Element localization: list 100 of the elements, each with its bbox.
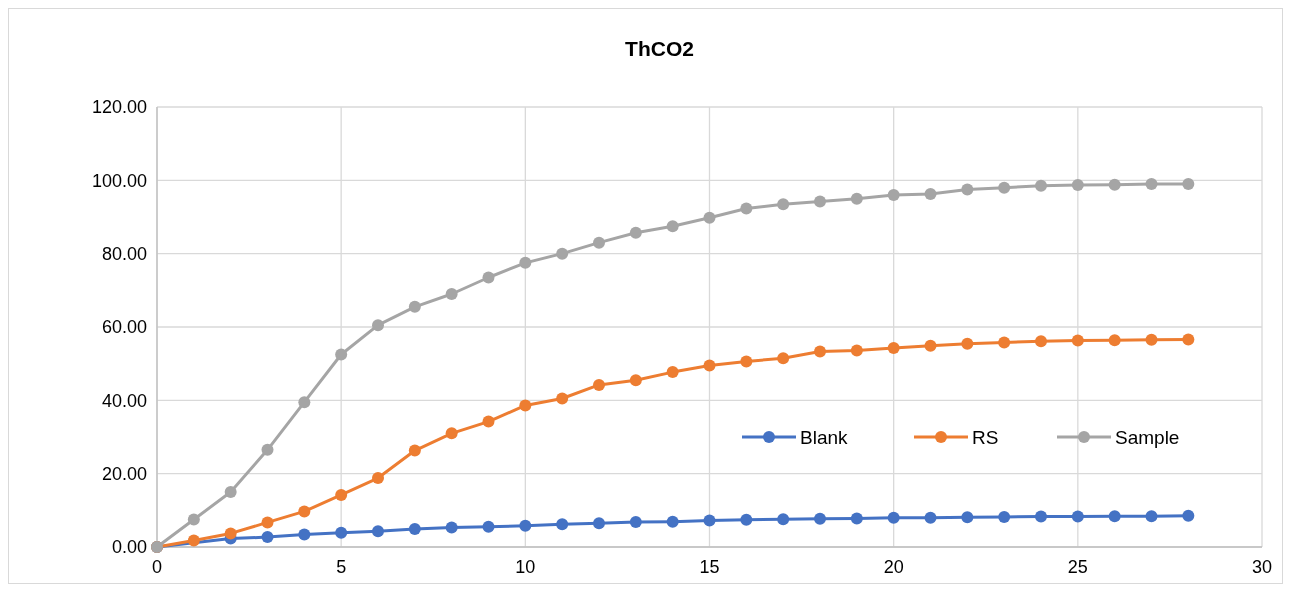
point [629, 226, 642, 239]
point [777, 198, 790, 211]
point [482, 520, 495, 533]
point [187, 513, 200, 526]
point [961, 511, 974, 524]
point [372, 319, 384, 332]
point [372, 472, 384, 485]
point [593, 378, 605, 391]
point [445, 427, 458, 440]
point [224, 527, 237, 540]
point [593, 517, 605, 530]
point [1071, 334, 1084, 347]
point [998, 510, 1011, 523]
x-tick-label: 10 [515, 557, 536, 577]
point [519, 519, 532, 532]
point [298, 528, 311, 541]
point [445, 521, 458, 534]
x-tick-label: 0 [151, 557, 163, 577]
point [887, 189, 900, 201]
point [556, 392, 569, 405]
point [850, 512, 863, 525]
y-tick-label: 20.00 [101, 463, 147, 484]
point [998, 336, 1011, 349]
x-tick-label: 20 [883, 557, 904, 577]
point [850, 344, 863, 357]
point [1182, 333, 1195, 346]
point [887, 341, 900, 354]
point [224, 486, 237, 498]
point [1108, 178, 1121, 191]
point [1145, 178, 1158, 190]
point [1145, 510, 1158, 523]
point [814, 512, 826, 525]
point [482, 271, 495, 284]
legend-label: RS [972, 426, 999, 448]
point [482, 415, 495, 428]
point [703, 359, 716, 372]
point [666, 515, 679, 528]
point [740, 513, 753, 526]
point [998, 181, 1011, 194]
legend-label: Sample [1115, 426, 1180, 448]
point [814, 195, 826, 208]
point [850, 192, 863, 205]
point [924, 511, 937, 524]
point [740, 355, 753, 368]
point [777, 352, 790, 365]
point [335, 526, 348, 539]
point [629, 516, 642, 529]
point [261, 531, 274, 544]
x-tick-label: 15 [699, 557, 720, 577]
point [408, 444, 421, 457]
legend-label: Blank [800, 426, 849, 448]
point [298, 396, 311, 409]
y-tick-label: 80.00 [101, 243, 147, 264]
point [924, 187, 937, 200]
y-tick-label: 100.00 [91, 170, 147, 191]
point [593, 236, 605, 249]
point [408, 300, 421, 313]
point [961, 337, 974, 350]
point [1182, 178, 1195, 190]
point [740, 202, 753, 215]
point [887, 511, 900, 524]
point [666, 366, 679, 379]
point [703, 211, 716, 224]
point [261, 443, 274, 456]
point [1182, 509, 1195, 522]
point [1108, 334, 1121, 347]
point [1071, 179, 1084, 192]
point [1071, 510, 1084, 523]
y-tick-label: 40.00 [101, 390, 147, 411]
point [335, 488, 348, 501]
point [335, 348, 348, 361]
point [408, 523, 421, 536]
point [1035, 335, 1047, 348]
point [1145, 333, 1158, 346]
y-tick-label: 0.00 [111, 537, 147, 558]
point [924, 339, 937, 352]
point [814, 345, 826, 358]
x-tick-label: 30 [1251, 557, 1273, 577]
point [777, 513, 790, 526]
point [445, 288, 458, 300]
point [1035, 510, 1047, 523]
x-tick-label: 5 [336, 557, 347, 577]
point [1035, 179, 1047, 192]
point [187, 534, 200, 547]
point [556, 247, 569, 260]
point [261, 516, 274, 529]
point [1108, 510, 1121, 523]
point [519, 399, 532, 412]
y-tick-label: 120.00 [91, 97, 147, 118]
point [666, 220, 679, 233]
x-tick-label: 25 [1067, 557, 1088, 577]
point [556, 518, 569, 531]
point [703, 514, 716, 527]
chart-title: ThCO2 [625, 37, 694, 60]
y-tick-label: 60.00 [101, 317, 147, 338]
point [372, 525, 384, 538]
point [519, 256, 532, 269]
point [298, 505, 311, 518]
point [961, 183, 974, 196]
point [629, 374, 642, 387]
